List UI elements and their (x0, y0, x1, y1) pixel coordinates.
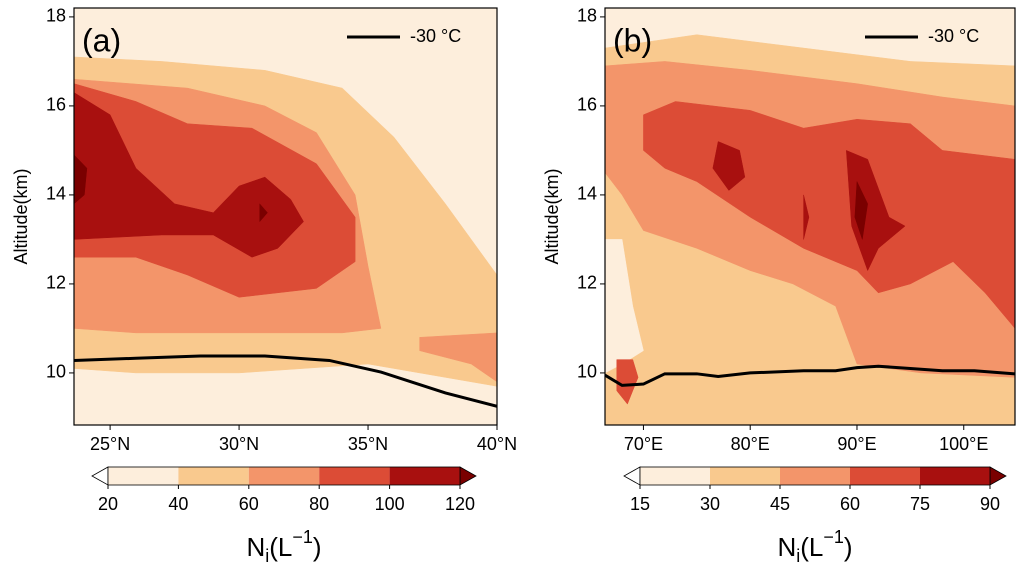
contour-region (854, 180, 868, 240)
y-axis-label: Altitude(km) (542, 168, 562, 264)
plot-area (74, 8, 497, 425)
label-unit: (L (800, 532, 823, 562)
label-base: N (777, 532, 796, 562)
colorbar-segment (640, 467, 710, 485)
colorbar-frame (107, 466, 461, 486)
label-sub: i (796, 546, 800, 566)
y-tick-label: 18 (46, 6, 66, 26)
panel-label: (a) (82, 22, 121, 58)
isotherm-line (74, 354, 497, 408)
colorbar-tick-label: 40 (168, 494, 188, 514)
x-tick-label: 90°E (837, 434, 876, 454)
contour-region (259, 203, 268, 223)
label-base: N (246, 532, 265, 562)
x-tick-label: 80°E (731, 434, 770, 454)
colorbar-tick-label: 75 (910, 494, 930, 514)
x-tick-label: 30°N (219, 434, 259, 454)
label-exp: −1 (823, 527, 844, 547)
panel-label: (b) (613, 22, 652, 58)
y-tick-label: 14 (46, 184, 66, 204)
y-tick-label: 12 (46, 273, 66, 293)
axes-frame (73, 7, 498, 426)
contour-region (616, 359, 639, 405)
y-axis-label: Altitude(km) (11, 168, 31, 264)
x-tick-label: 35°N (348, 434, 388, 454)
legend-label: -30 °C (928, 26, 979, 46)
colorbar-tick-label: 20 (98, 494, 118, 514)
colorbar-under (623, 466, 641, 486)
y-tick-label: 18 (577, 6, 597, 26)
y-tick-label: 10 (46, 362, 66, 382)
contour-region (74, 83, 356, 298)
label-exp: −1 (292, 527, 313, 547)
y-tick-label: 16 (577, 95, 597, 115)
colorbar-over (459, 466, 477, 486)
contour-region (846, 150, 906, 272)
label-sub: i (265, 546, 269, 566)
x-tick-label: 40°N (477, 434, 517, 454)
label-close: ) (313, 532, 322, 562)
colorbar-tick-label: 45 (770, 494, 790, 514)
contour-region (74, 154, 88, 205)
colorbar-under (91, 466, 109, 486)
x-tick-label: 70°E (624, 434, 663, 454)
isotherm-line (605, 364, 1015, 387)
contour-region (803, 194, 810, 240)
colorbar-segment (319, 467, 390, 485)
colorbar-tick-label: 30 (700, 494, 720, 514)
colorbar-segment (248, 467, 320, 485)
colorbar-label: Ni(L−1) (246, 527, 321, 566)
colorbar-tick-label: 100 (375, 494, 405, 514)
colorbar-tick-label: 60 (840, 494, 860, 514)
contour-region (605, 239, 644, 374)
contour-region (419, 332, 497, 383)
x-tick-label: 100°E (939, 434, 988, 454)
colorbar-segment (920, 467, 990, 485)
colorbar-segment (710, 467, 780, 485)
legend-label: -30 °C (410, 26, 461, 46)
colorbar-label: Ni(L−1) (777, 527, 852, 566)
plot-area (605, 8, 1015, 425)
x-tick-label: 25°N (90, 434, 130, 454)
colorbar-segment (780, 467, 850, 485)
colorbar-segment (850, 467, 920, 485)
colorbar-tick-label: 80 (309, 494, 329, 514)
y-tick-label: 14 (577, 184, 597, 204)
colorbar-segment (178, 467, 249, 485)
label-unit: (L (269, 532, 292, 562)
colorbar-tick-label: 15 (630, 494, 650, 514)
contour-region (74, 92, 304, 258)
colorbar-tick-label: 60 (239, 494, 259, 514)
colorbar-tick-label: 120 (445, 494, 475, 514)
colorbar-frame (639, 466, 991, 486)
axes-frame (604, 7, 1016, 426)
contour-region (712, 141, 746, 191)
colorbar-over (989, 466, 1007, 486)
colorbar-segment (389, 467, 460, 485)
y-tick-label: 12 (577, 273, 597, 293)
y-tick-label: 16 (46, 95, 66, 115)
y-tick-label: 10 (577, 362, 597, 382)
colorbar-segment (108, 467, 179, 485)
colorbar-tick-label: 90 (980, 494, 1000, 514)
label-close: ) (844, 532, 853, 562)
